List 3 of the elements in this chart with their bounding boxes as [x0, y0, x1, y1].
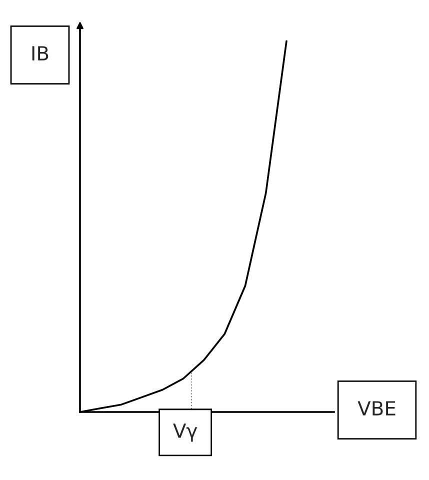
y-axis-title: IB — [32, 46, 48, 60]
text: Vγ — [173, 424, 198, 442]
x-axis-title: VBE — [358, 401, 396, 416]
